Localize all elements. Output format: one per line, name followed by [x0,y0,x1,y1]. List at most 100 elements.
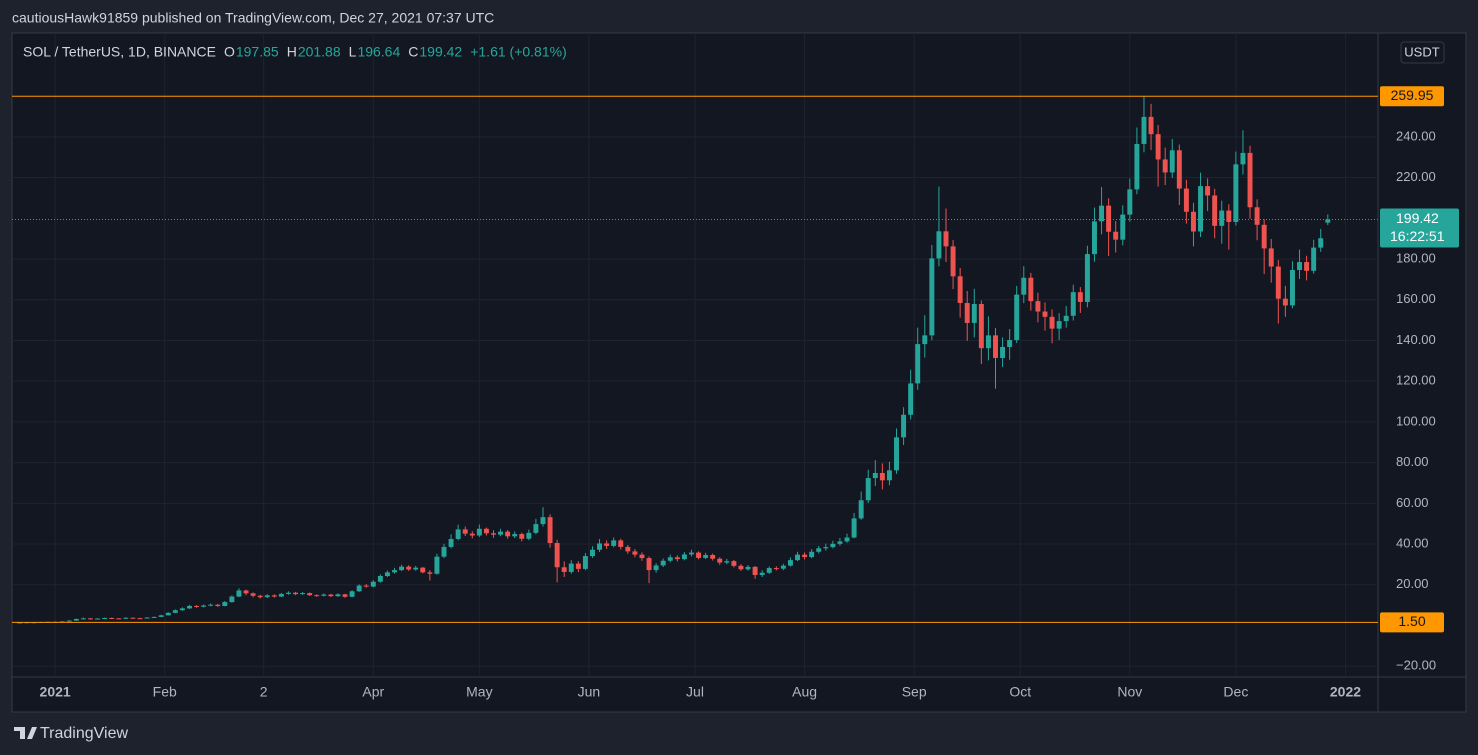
candle-body [483,528,489,534]
candle-body [257,595,263,598]
candle-body [1106,205,1112,232]
candle-body [349,591,355,597]
candle-body [1247,152,1253,208]
candle-body [773,568,779,570]
candle-body [1169,150,1175,173]
candle-body [151,616,157,618]
candle-body [717,558,723,563]
candle-body [766,568,772,573]
candle-body [604,543,610,546]
candle-body [879,472,885,481]
candle-body [498,531,504,535]
candle-body [335,594,341,597]
x-tick-label: 2 [260,684,268,700]
symbol: SOL / TetherUS, 1D, BINANCE [23,44,216,60]
candle-body [434,556,440,574]
candle-body [816,548,822,552]
y-tick-label: −20.00 [1396,658,1436,673]
tradingview-logo: TradingView [14,725,128,742]
y-tick-label: 120.00 [1396,373,1436,388]
candle-body [1049,316,1055,329]
candle-body [886,470,892,481]
currency-badge [1400,41,1445,64]
candle-body [109,617,115,619]
candle-body [363,585,369,587]
candle-body [901,414,907,438]
candle-body [1028,277,1034,302]
candle-body [745,566,751,570]
candle-body [73,618,79,621]
candle-body [179,608,185,611]
candle-body [491,533,496,535]
candle-body [392,570,397,573]
candle-body [519,534,525,539]
candle-body [123,617,129,619]
candle-body [116,618,122,620]
candle-body [1233,164,1239,222]
logo-icon [14,727,37,739]
candle-body [236,590,242,597]
candle-body [667,557,673,561]
candle-body [66,620,72,622]
candle-body [943,231,949,247]
y-tick-label: 140.00 [1396,332,1436,347]
candle-body [674,557,680,560]
y-tick-label: 240.00 [1396,128,1436,143]
x-tick-label: 2021 [40,684,71,700]
y-tick-label: 80.00 [1396,454,1429,469]
candle-body [377,576,383,582]
candle-body [590,549,595,557]
candle-body [208,604,214,606]
candle-body [1325,219,1331,223]
candle-body [1240,152,1246,165]
candle-body [787,560,793,566]
candle-body [384,572,390,577]
candle-body [554,543,560,568]
candle-body [172,610,178,613]
candle-body [137,618,143,620]
candle-body [250,593,256,596]
candle-body [526,532,532,539]
candle-body [696,552,702,558]
y-tick-label: 60.00 [1396,495,1429,510]
candle-body [1205,186,1211,196]
candle-body [993,335,998,358]
candle-body [724,561,730,563]
candle-body [342,594,348,597]
candle-body [1162,159,1168,173]
candle-body [561,567,567,572]
change: +1.61 (+0.81%) [470,44,567,60]
candle-body [293,592,298,595]
candle-body [406,566,412,570]
candle-body [1219,210,1225,226]
candle-body [1318,238,1324,248]
y-tick-label: 180.00 [1396,250,1436,265]
x-tick-label: May [466,684,492,700]
candle-body [731,561,737,566]
candle-body [278,593,284,597]
candle-body [300,593,306,595]
candle-body [427,572,433,574]
last-price-label: 199.42 [1396,210,1439,226]
candle-body [441,546,447,557]
x-tick-label: Apr [362,684,384,700]
candle-body [851,518,857,538]
candle-body [759,572,765,575]
candle-body [215,604,221,606]
x-tick-label: Aug [792,684,817,700]
candle-body [399,566,405,571]
candle-body [1014,294,1020,341]
publish-info: cautiousHawk91859 published on TradingVi… [12,10,494,26]
candle-body [1254,207,1260,225]
candle-body [1092,221,1097,255]
y-tick-label: 100.00 [1396,413,1436,428]
candle-body [1042,311,1048,317]
candle-body [780,565,786,569]
candle-body [1148,116,1154,135]
candle-body [1268,248,1274,267]
x-tick-label: Jun [578,684,601,700]
ohlc-value: 196.64 [357,44,400,60]
candle-body [625,546,631,552]
candle-body [1063,315,1069,322]
